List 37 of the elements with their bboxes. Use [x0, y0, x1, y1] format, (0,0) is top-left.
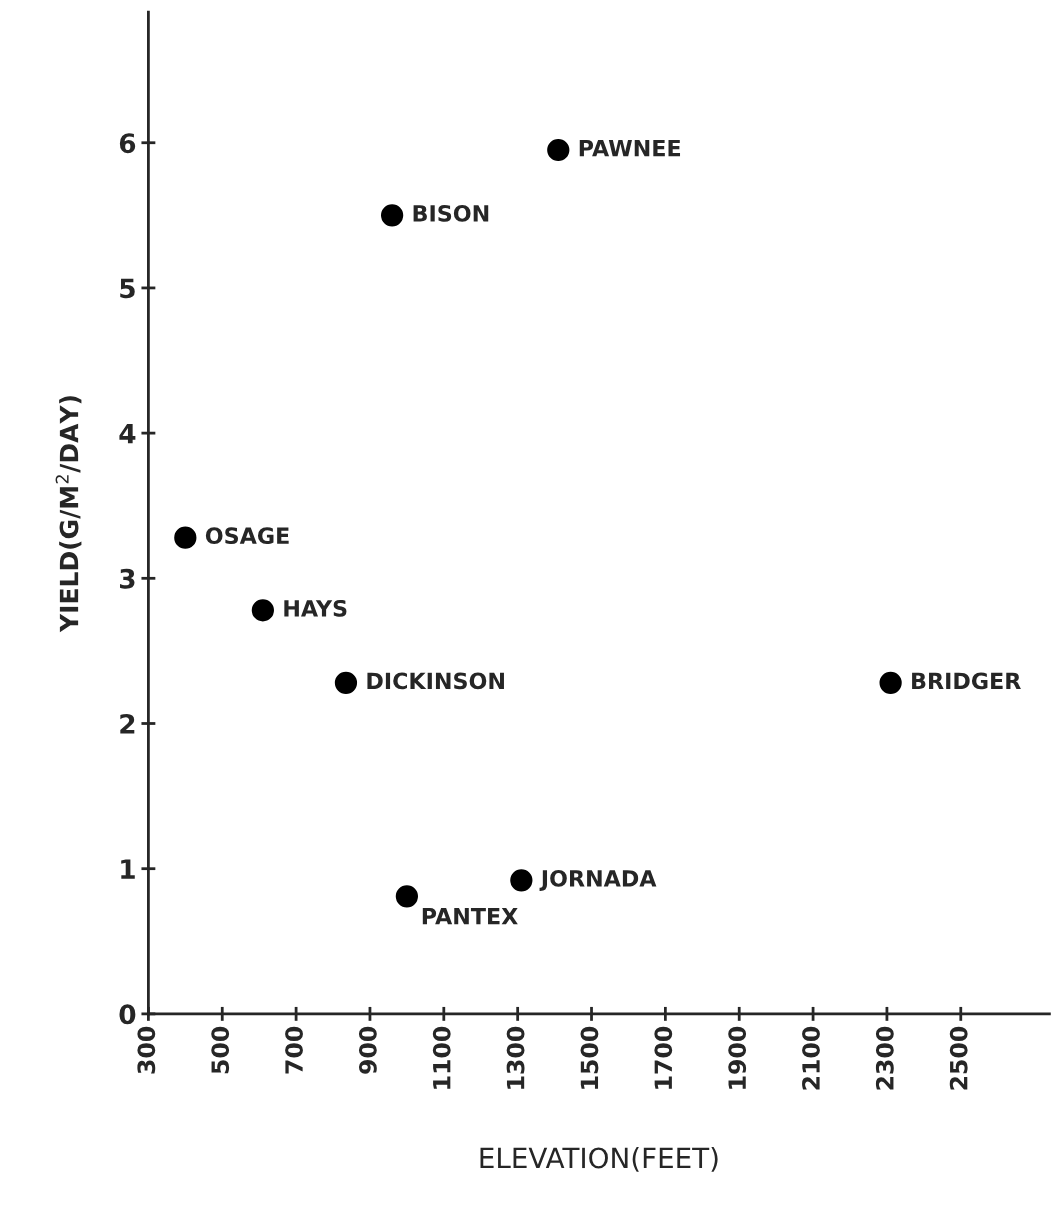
y-tick-label: 4 [119, 423, 136, 444]
annotation: OSAGE [205, 527, 289, 545]
x-tick-label: 1300 [506, 1026, 525, 1089]
point [380, 204, 404, 227]
y-axis-title: YIELD(G/M$^{2}$/DAY) [55, 396, 82, 633]
annotation: HAYS [284, 599, 347, 617]
point [547, 138, 570, 162]
x-tick-label: 700 [285, 1026, 303, 1074]
annotation: BISON [413, 204, 489, 222]
x-tick-label: 2300 [875, 1026, 894, 1090]
x-axis-title: ELEVATION(FEET) [480, 1146, 718, 1172]
y-tick-label: 1 [121, 859, 135, 879]
point [334, 671, 358, 694]
annotation: DICKINSON [367, 672, 504, 690]
point [510, 869, 533, 892]
x-tick-label: 2100 [802, 1026, 820, 1090]
y-tick-label: 3 [120, 568, 135, 589]
x-tick-label: 1900 [728, 1026, 747, 1089]
x-tick-label: 300 [137, 1026, 156, 1074]
x-tick-label: 1500 [580, 1026, 599, 1089]
x-tick-label: 1700 [654, 1026, 673, 1089]
y-tick-label: 5 [120, 278, 135, 299]
x-tick-label: 1100 [432, 1026, 451, 1089]
point [879, 671, 902, 694]
y-tick-label: 0 [119, 1004, 136, 1025]
annotation: JORNADA [539, 869, 657, 891]
x-tick-label: 900 [358, 1026, 377, 1074]
point [174, 526, 197, 549]
annotation: PANTEX [422, 908, 518, 925]
annotation: PAWNEE [579, 139, 681, 157]
annotation: BRIDGER [912, 672, 1021, 690]
y-tick-label: 6 [119, 133, 136, 154]
point [251, 599, 274, 622]
y-tick-label: 2 [120, 713, 135, 734]
x-tick-label: 500 [211, 1026, 230, 1074]
x-tick-label: 2500 [949, 1026, 968, 1090]
point [395, 885, 419, 908]
